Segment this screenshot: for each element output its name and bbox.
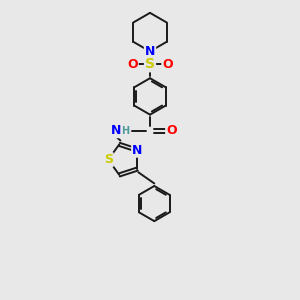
Text: N: N (145, 45, 155, 58)
Text: N: N (132, 144, 142, 157)
Text: O: O (162, 58, 173, 71)
Text: S: S (145, 57, 155, 71)
Text: N: N (111, 124, 122, 137)
Text: O: O (127, 58, 138, 71)
Text: H: H (121, 126, 129, 136)
Text: O: O (166, 124, 177, 137)
Text: S: S (104, 153, 113, 166)
